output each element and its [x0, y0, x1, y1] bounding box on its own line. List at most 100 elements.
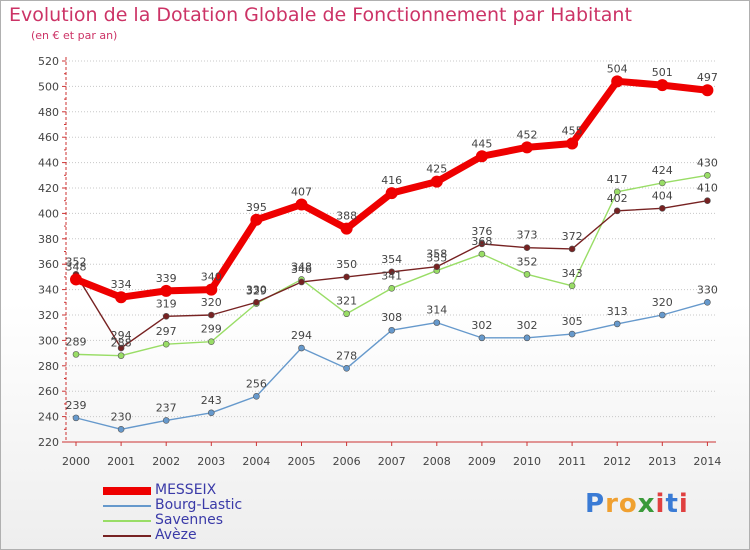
- data-label: 452: [517, 128, 538, 141]
- data-label: 343: [562, 267, 583, 280]
- data-point: [704, 197, 711, 204]
- data-point: [704, 172, 711, 179]
- data-label: 305: [562, 315, 583, 328]
- data-label: 358: [426, 248, 447, 261]
- legend-swatch-aveze: [103, 535, 151, 537]
- y-tick-label: 260: [38, 385, 59, 398]
- y-tick-label: 420: [38, 182, 59, 195]
- data-label: 302: [471, 319, 492, 332]
- legend-swatch-savennes: [103, 520, 151, 522]
- data-label: 407: [291, 186, 312, 199]
- chart-title: Evolution de la Dotation Globale de Fonc…: [9, 4, 632, 26]
- data-point: [117, 425, 125, 433]
- x-tick-label: 2012: [603, 455, 631, 468]
- legend-swatch-messeix: [103, 487, 151, 495]
- legend-label-savennes: Savennes: [155, 512, 224, 528]
- data-label: 430: [697, 156, 718, 169]
- data-label: 424: [652, 164, 673, 177]
- data-point: [568, 245, 576, 253]
- y-tick-label: 220: [38, 436, 59, 449]
- logo-letter: i: [678, 489, 689, 519]
- y-tick-label: 360: [38, 258, 59, 271]
- data-label: 373: [517, 229, 538, 242]
- data-point: [343, 273, 350, 281]
- y-tick-label: 300: [38, 334, 59, 347]
- x-tick-label: 2004: [242, 455, 270, 468]
- y-tick-label: 380: [38, 233, 59, 246]
- data-label: 354: [381, 253, 402, 266]
- y-tick-label: 460: [38, 131, 59, 144]
- data-point: [253, 298, 260, 306]
- data-label: 320: [652, 296, 673, 309]
- data-point: [568, 330, 576, 338]
- x-tick-label: 2011: [558, 455, 586, 468]
- data-point: [343, 310, 350, 318]
- data-label: 416: [381, 174, 402, 187]
- data-point: [433, 319, 441, 326]
- data-point: [523, 244, 531, 251]
- x-tick-label: 2010: [513, 455, 541, 468]
- data-point: [568, 282, 576, 290]
- data-point: [115, 291, 128, 304]
- data-point: [298, 278, 305, 286]
- data-point: [521, 141, 533, 154]
- logo-letter: x: [637, 489, 656, 519]
- data-label: 289: [66, 335, 87, 348]
- data-point: [205, 283, 218, 296]
- x-tick-label: 2002: [152, 455, 180, 468]
- data-label: 294: [291, 329, 312, 342]
- data-point: [613, 207, 621, 215]
- data-point: [298, 344, 305, 352]
- y-tick-label: 520: [38, 55, 59, 68]
- legend-label-messeix: MESSEIX: [155, 482, 217, 498]
- data-point: [475, 150, 488, 163]
- data-point: [478, 240, 486, 248]
- data-point: [343, 365, 350, 372]
- data-label: 297: [156, 325, 177, 338]
- data-point: [478, 250, 486, 258]
- data-label: 308: [381, 311, 402, 324]
- data-label: 348: [291, 260, 312, 273]
- y-tick-label: 480: [38, 106, 59, 119]
- data-point: [208, 409, 215, 417]
- y-tick-label: 440: [38, 157, 59, 170]
- data-label: 388: [336, 210, 357, 223]
- data-label: 346: [291, 263, 312, 276]
- data-label: 504: [607, 62, 628, 75]
- data-label: 319: [156, 297, 177, 310]
- x-tick-label: 2014: [693, 455, 721, 468]
- data-label: 256: [246, 377, 267, 390]
- data-label: 395: [246, 201, 267, 214]
- y-tick-label: 240: [38, 411, 59, 424]
- data-point: [433, 263, 441, 271]
- data-point: [613, 188, 621, 196]
- data-label: 294: [111, 329, 132, 342]
- data-label: 239: [66, 399, 87, 412]
- data-label: 278: [336, 349, 357, 362]
- x-tick-label: 2003: [197, 455, 225, 468]
- data-label: 340: [201, 271, 222, 284]
- y-tick-label: 500: [38, 80, 59, 93]
- data-point: [611, 75, 624, 88]
- data-label: 237: [156, 401, 177, 414]
- data-label: 314: [426, 304, 447, 317]
- data-label: 339: [156, 272, 177, 285]
- data-label: 334: [111, 278, 132, 291]
- data-label: 404: [652, 189, 673, 202]
- data-point: [385, 187, 398, 200]
- data-label: 321: [336, 295, 357, 308]
- data-label: 299: [201, 323, 222, 336]
- x-tick-label: 2008: [423, 455, 451, 468]
- data-label: 501: [652, 66, 673, 79]
- data-point: [478, 334, 486, 342]
- data-label: 355: [426, 252, 447, 265]
- chart-subtitle: (en € et par an): [31, 29, 118, 42]
- data-point: [656, 79, 669, 92]
- data-label: 376: [471, 225, 492, 238]
- data-point: [253, 392, 260, 400]
- data-point: [388, 326, 396, 334]
- data-point: [523, 271, 531, 278]
- data-label: 497: [697, 71, 718, 84]
- data-point: [658, 311, 666, 319]
- data-point: [160, 284, 173, 297]
